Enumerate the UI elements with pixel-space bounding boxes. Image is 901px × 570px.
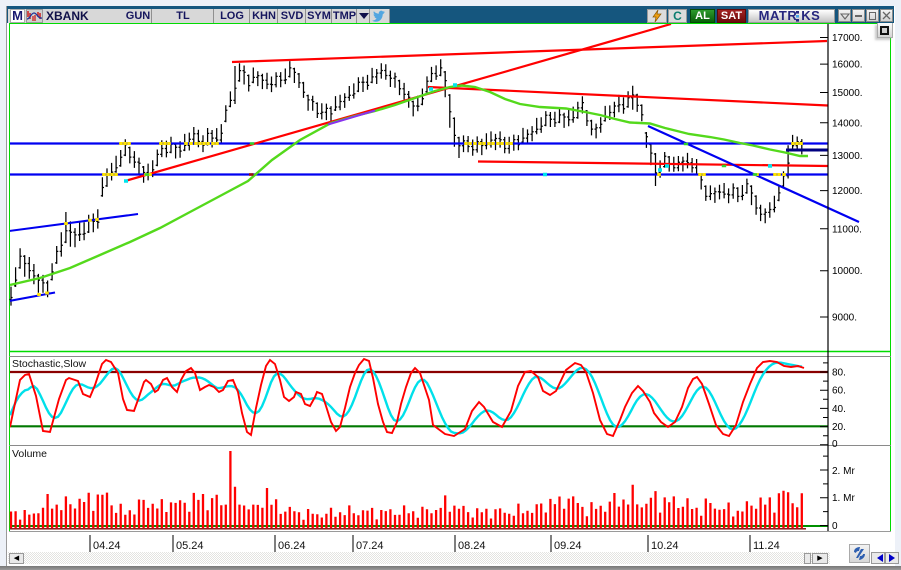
svg-text:60.: 60.	[832, 386, 846, 397]
svg-text:05.24: 05.24	[176, 540, 204, 552]
svg-text:12000.: 12000.	[832, 186, 863, 197]
svg-text:17000.: 17000.	[832, 33, 863, 44]
svg-text:10.24: 10.24	[651, 540, 679, 552]
svg-text:16000.: 16000.	[832, 60, 863, 71]
svg-text:1. Mr: 1. Mr	[832, 493, 855, 504]
svg-text:10000.: 10000.	[832, 266, 863, 277]
svg-text:06.24: 06.24	[278, 540, 306, 552]
svg-text:09.24: 09.24	[554, 540, 582, 552]
svg-text:9000.: 9000.	[832, 313, 857, 324]
svg-text:13000.: 13000.	[832, 151, 863, 162]
svg-text:11.24: 11.24	[753, 540, 780, 552]
svg-text:0: 0	[832, 439, 838, 450]
svg-text:0: 0	[832, 521, 838, 532]
svg-text:08.24: 08.24	[458, 540, 486, 552]
svg-text:07.24: 07.24	[356, 540, 384, 552]
svg-text:20.: 20.	[832, 422, 846, 433]
svg-text:04.24: 04.24	[93, 540, 121, 552]
svg-text:2. Mr: 2. Mr	[832, 466, 855, 477]
svg-text:15000.: 15000.	[832, 88, 863, 99]
svg-text:11000.: 11000.	[832, 224, 862, 235]
svg-text:40.: 40.	[832, 404, 846, 415]
svg-text:80.: 80.	[832, 368, 846, 379]
svg-text:14000.: 14000.	[832, 118, 863, 129]
